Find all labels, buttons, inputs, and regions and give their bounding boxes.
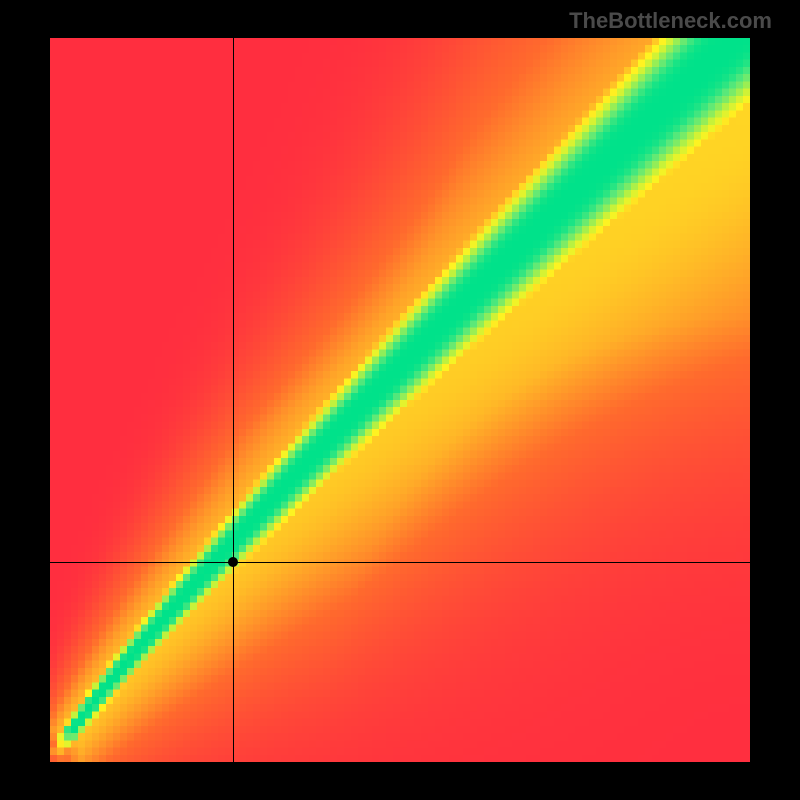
crosshair-horizontal: [50, 562, 750, 563]
crosshair-dot: [228, 557, 238, 567]
watermark-text: TheBottleneck.com: [569, 8, 772, 34]
heatmap-plot: [50, 38, 750, 762]
crosshair-vertical: [233, 38, 234, 762]
heatmap-canvas: [50, 38, 750, 762]
